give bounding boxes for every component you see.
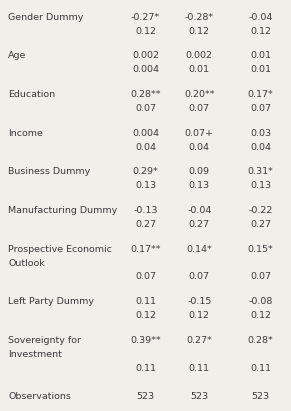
Text: 0.04: 0.04 <box>250 143 271 152</box>
Text: 0.29*: 0.29* <box>133 167 158 176</box>
Text: 523: 523 <box>136 392 155 401</box>
Text: 0.004: 0.004 <box>132 129 159 138</box>
Text: 0.28*: 0.28* <box>248 336 273 345</box>
Text: 0.14*: 0.14* <box>187 245 212 254</box>
Text: 0.04: 0.04 <box>135 143 156 152</box>
Text: 0.27: 0.27 <box>250 220 271 229</box>
Text: Left Party Dummy: Left Party Dummy <box>8 298 94 306</box>
Text: 0.17**: 0.17** <box>130 245 161 254</box>
Text: 0.07: 0.07 <box>189 272 210 282</box>
Text: 0.11: 0.11 <box>189 364 210 373</box>
Text: 0.03: 0.03 <box>250 129 271 138</box>
Text: 0.12: 0.12 <box>189 26 210 35</box>
Text: Manufacturing Dummy: Manufacturing Dummy <box>8 206 117 215</box>
Text: 0.12: 0.12 <box>250 26 271 35</box>
Text: -0.15: -0.15 <box>187 298 212 306</box>
Text: -0.04: -0.04 <box>187 206 212 215</box>
Text: Observations: Observations <box>8 392 71 401</box>
Text: Age: Age <box>8 51 26 60</box>
Text: 0.11: 0.11 <box>250 364 271 373</box>
Text: 0.20**: 0.20** <box>184 90 214 99</box>
Text: 0.01: 0.01 <box>250 65 271 74</box>
Text: -0.28*: -0.28* <box>185 13 214 22</box>
Text: 0.07: 0.07 <box>135 104 156 113</box>
Text: -0.04: -0.04 <box>248 13 273 22</box>
Text: 0.07: 0.07 <box>250 104 271 113</box>
Text: 0.28**: 0.28** <box>130 90 161 99</box>
Text: 0.31*: 0.31* <box>248 167 273 176</box>
Text: 0.39**: 0.39** <box>130 336 161 345</box>
Text: 0.01: 0.01 <box>250 51 271 60</box>
Text: 0.13: 0.13 <box>250 181 271 190</box>
Text: 0.12: 0.12 <box>135 311 156 320</box>
Text: Investment: Investment <box>8 350 62 359</box>
Text: 0.01: 0.01 <box>189 65 210 74</box>
Text: 0.11: 0.11 <box>135 298 156 306</box>
Text: 0.13: 0.13 <box>189 181 210 190</box>
Text: 0.12: 0.12 <box>135 26 156 35</box>
Text: 0.12: 0.12 <box>250 311 271 320</box>
Text: 523: 523 <box>251 392 269 401</box>
Text: -0.08: -0.08 <box>248 298 273 306</box>
Text: 0.27: 0.27 <box>135 220 156 229</box>
Text: 0.13: 0.13 <box>135 181 156 190</box>
Text: 0.07: 0.07 <box>135 272 156 282</box>
Text: -0.22: -0.22 <box>248 206 273 215</box>
Text: 0.07: 0.07 <box>250 272 271 282</box>
Text: 523: 523 <box>190 392 208 401</box>
Text: 0.27: 0.27 <box>189 220 210 229</box>
Text: Education: Education <box>8 90 55 99</box>
Text: 0.04: 0.04 <box>189 143 210 152</box>
Text: 0.27*: 0.27* <box>187 336 212 345</box>
Text: 0.12: 0.12 <box>189 311 210 320</box>
Text: 0.002: 0.002 <box>186 51 213 60</box>
Text: 0.17*: 0.17* <box>248 90 273 99</box>
Text: Prospective Economic: Prospective Economic <box>8 245 112 254</box>
Text: -0.27*: -0.27* <box>131 13 160 22</box>
Text: 0.09: 0.09 <box>189 167 210 176</box>
Text: Gender Dummy: Gender Dummy <box>8 13 84 22</box>
Text: 0.004: 0.004 <box>132 65 159 74</box>
Text: 0.002: 0.002 <box>132 51 159 60</box>
Text: Business Dummy: Business Dummy <box>8 167 91 176</box>
Text: Sovereignty for: Sovereignty for <box>8 336 81 345</box>
Text: 0.07: 0.07 <box>189 104 210 113</box>
Text: Outlook: Outlook <box>8 259 45 268</box>
Text: 0.11: 0.11 <box>135 364 156 373</box>
Text: 0.07+: 0.07+ <box>185 129 214 138</box>
Text: -0.13: -0.13 <box>133 206 158 215</box>
Text: 0.15*: 0.15* <box>248 245 273 254</box>
Text: Income: Income <box>8 129 43 138</box>
